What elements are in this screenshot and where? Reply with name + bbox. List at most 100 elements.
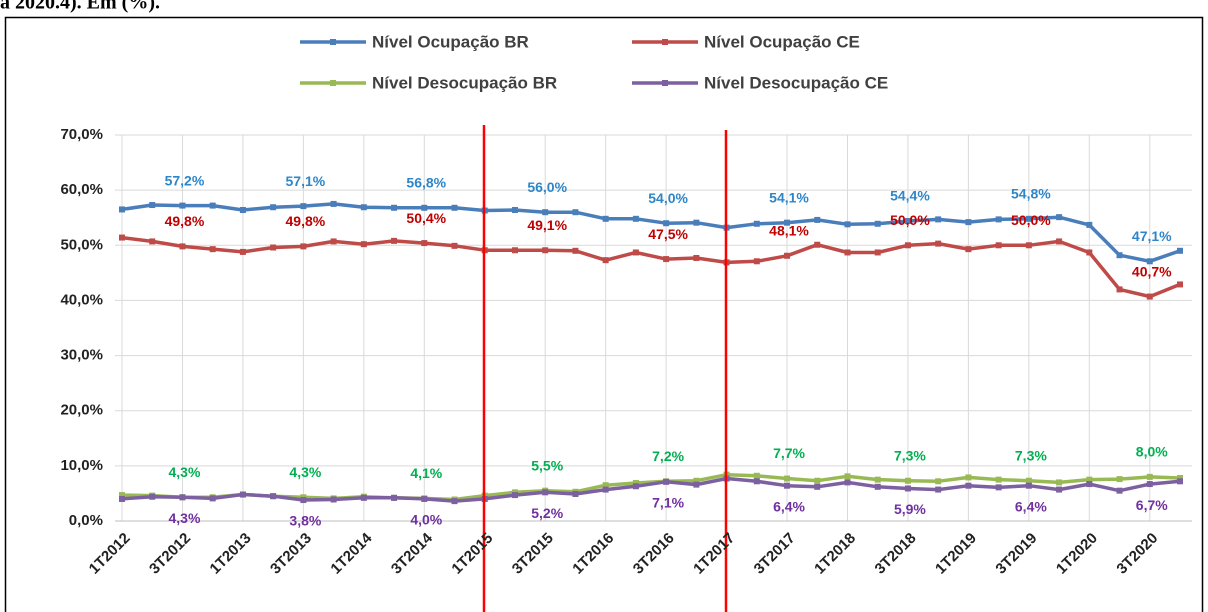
point-marker (663, 478, 670, 485)
point-marker (149, 202, 156, 209)
data-label: 4,1% (410, 465, 442, 481)
point-marker (844, 473, 851, 480)
data-label: 7,3% (1015, 447, 1047, 463)
point-marker (1025, 215, 1032, 222)
point-marker (935, 216, 942, 223)
data-label: 56,0% (527, 179, 567, 195)
x-tick-label: 1T2015 (448, 530, 496, 578)
point-marker (451, 498, 458, 505)
x-tick-label: 3T2017 (751, 530, 799, 578)
point-marker (1086, 221, 1093, 228)
point-marker (391, 204, 398, 211)
data-label: 5,9% (894, 501, 926, 517)
point-marker (904, 242, 911, 249)
data-label: 47,1% (1132, 228, 1172, 244)
data-label: 6,4% (1015, 498, 1047, 514)
point-marker (119, 495, 125, 502)
point-marker (572, 209, 579, 216)
point-marker (874, 476, 881, 483)
point-marker (209, 246, 216, 253)
point-marker (814, 216, 821, 223)
point-marker (995, 216, 1002, 223)
point-marker (209, 202, 216, 209)
point-marker (179, 202, 186, 209)
point-marker (360, 204, 367, 211)
data-label: 54,8% (1011, 186, 1051, 202)
point-marker (179, 494, 186, 501)
point-marker (149, 238, 156, 245)
point-marker (300, 497, 307, 504)
point-marker (511, 206, 518, 213)
grid (115, 134, 1192, 522)
x-tick-label: 1T2016 (569, 530, 617, 578)
point-marker (935, 478, 942, 485)
point-marker (935, 486, 942, 493)
point-marker (421, 204, 428, 211)
point-marker (753, 472, 760, 479)
point-marker (572, 490, 579, 497)
data-label: 49,1% (527, 217, 567, 233)
y-tick-label: 10,0% (60, 457, 103, 474)
x-tick-label: 1T2012 (86, 530, 134, 578)
point-marker (330, 238, 337, 245)
y-tick-label: 40,0% (60, 291, 103, 308)
data-label: 47,5% (648, 226, 688, 242)
x-tick-label: 3T2018 (872, 530, 920, 578)
point-marker (663, 256, 670, 263)
point-marker (239, 248, 246, 255)
y-tick-label: 0,0% (69, 512, 103, 529)
point-marker (904, 485, 911, 492)
data-label: 4,0% (410, 512, 442, 528)
point-marker (1116, 487, 1123, 494)
point-marker (270, 493, 277, 500)
legend-marker (662, 39, 668, 45)
point-marker (421, 495, 428, 502)
point-marker (1056, 486, 1063, 493)
chart-border (4, 16, 1204, 612)
point-marker (542, 489, 549, 496)
data-label: 57,1% (286, 173, 326, 189)
point-marker (844, 479, 851, 486)
point-marker (753, 220, 760, 227)
data-label: 49,8% (165, 213, 205, 229)
point-marker (1146, 258, 1153, 265)
point-marker (814, 241, 821, 248)
point-marker (209, 495, 216, 502)
legend-marker (662, 80, 668, 86)
point-marker (693, 477, 700, 484)
data-label: 54,1% (769, 189, 809, 205)
point-marker (965, 246, 972, 253)
point-marker (1056, 238, 1063, 245)
series-line (121, 202, 1181, 264)
point-marker (693, 219, 700, 226)
point-marker (270, 204, 277, 211)
point-marker (239, 206, 246, 213)
point-marker (874, 220, 881, 227)
point-marker (784, 482, 791, 489)
series-line (121, 235, 1181, 299)
point-marker (965, 219, 972, 226)
point-marker (632, 215, 639, 222)
point-marker (995, 242, 1002, 249)
x-tick-label: 1T2017 (690, 530, 738, 578)
data-label: 49,8% (286, 213, 326, 229)
point-marker (1146, 481, 1153, 488)
x-tick-label: 3T2015 (509, 530, 557, 578)
point-marker (814, 477, 821, 484)
point-marker (1146, 473, 1153, 480)
point-marker (874, 483, 881, 490)
point-marker (1116, 252, 1123, 259)
x-tick-label: 1T2019 (932, 530, 980, 578)
data-label: 7,3% (894, 447, 926, 463)
series-line (121, 472, 1181, 502)
y-tick-label: 20,0% (60, 402, 103, 419)
point-marker (1025, 482, 1032, 489)
legend-label: Nível Desocupação BR (372, 73, 557, 92)
point-marker (1177, 478, 1183, 485)
point-marker (1116, 286, 1123, 293)
point-marker (1146, 293, 1153, 300)
point-marker (753, 258, 760, 265)
legend-label: Nível Ocupação BR (372, 32, 529, 51)
point-marker (1086, 476, 1093, 483)
